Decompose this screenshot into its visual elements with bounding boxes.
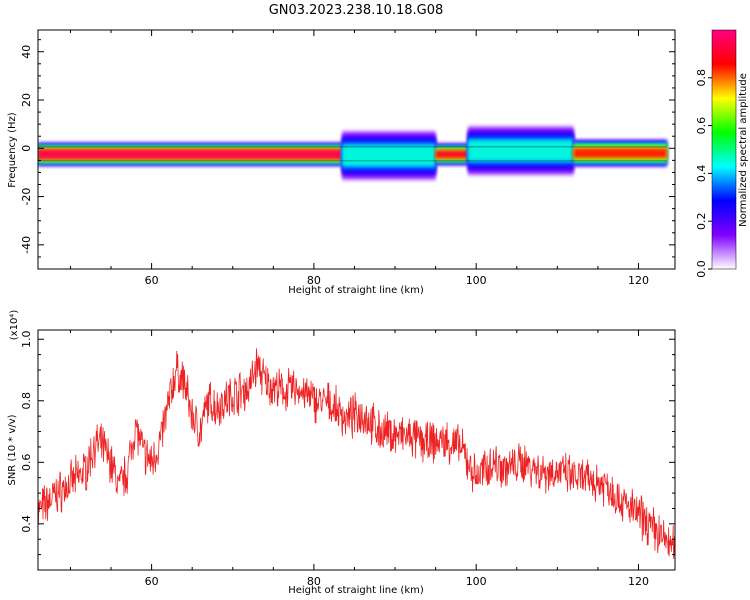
colorbar-ticks: 0.0 0.2 0.4 0.6 0.8: [695, 69, 712, 278]
x-tick-label: 120: [628, 575, 649, 588]
x-tick-label: 100: [466, 575, 487, 588]
y-tick-label: 20: [20, 93, 33, 107]
x-tick-label: 80: [307, 575, 321, 588]
snr-xlabel: Height of straight line (km): [288, 585, 424, 596]
colorbar: 0.0 0.2 0.4 0.6 0.8 Normalized spectral ampl…: [695, 29, 749, 278]
spectrogram-heatmap: [38, 124, 667, 182]
spectrogram-ylabel: Frequency (Hz): [7, 112, 18, 188]
spectrogram-xlabel: Height of straight line (km): [288, 285, 424, 296]
colorbar-gradient: [711, 29, 737, 270]
spectrogram-segment: [573, 138, 667, 168]
y-tick-label: 0.4: [20, 515, 33, 533]
snr-background: [38, 330, 675, 570]
snr-ticks: 60 80 100 120 0.4 0.6 0.8 1.0: [20, 330, 675, 588]
x-tick-label: 80: [307, 274, 321, 287]
snr-y-multiplier: (x10⁴): [9, 310, 20, 341]
x-tick-label: 60: [145, 575, 159, 588]
y-tick-label: -20: [20, 188, 33, 206]
colorbar-tick-label: 0.6: [695, 117, 708, 135]
x-tick-label: 100: [466, 274, 487, 287]
colorbar-tick-label: 0.0: [695, 260, 708, 278]
chart-title: GN03.2023.238.10.18.G08: [269, 3, 444, 18]
spectrogram-frame: [37, 29, 676, 270]
snr-panel: 60 80 100 120 0.4 0.6 0.8 1.0 Height of straigh…: [7, 310, 676, 596]
y-tick-label: -40: [20, 236, 33, 254]
spectrogram-band: [573, 148, 667, 158]
colorbar-label: Normalized spectral amplitude: [738, 73, 749, 227]
y-tick-label: 40: [20, 45, 33, 59]
spectrogram-band: [38, 149, 343, 159]
spectrogram-segment: [435, 142, 469, 167]
spectrogram-segment: [342, 129, 436, 182]
spectrogram-band: [342, 145, 436, 166]
x-tick-label: 60: [145, 274, 159, 287]
spectrogram-band: [468, 141, 574, 161]
snr-series-line: [38, 348, 675, 559]
snr-frame: [37, 329, 676, 571]
spectrogram-band: [435, 150, 469, 158]
snr-ylabel: SNR (10 * v/v): [7, 414, 18, 485]
spectrogram-segment: [38, 141, 343, 167]
colorbar-tick-label: 0.2: [695, 212, 708, 230]
colorbar-tick-label: 0.8: [695, 69, 708, 87]
y-tick-label: 0.8: [20, 392, 33, 410]
y-tick-label: 0.6: [20, 454, 33, 472]
spectrogram-segment: [468, 124, 574, 177]
spectrogram-ticks: 60 80 100 120 -40 -20 0 20 40: [20, 30, 675, 287]
x-tick-label: 120: [628, 274, 649, 287]
colorbar-tick-label: 0.4: [695, 165, 708, 183]
y-tick-label: 1.0: [20, 330, 33, 348]
y-tick-label: 0: [20, 145, 33, 152]
spectrogram-panel: 60 80 100 120 -40 -20 0 20 40 Height of straight…: [7, 29, 676, 296]
